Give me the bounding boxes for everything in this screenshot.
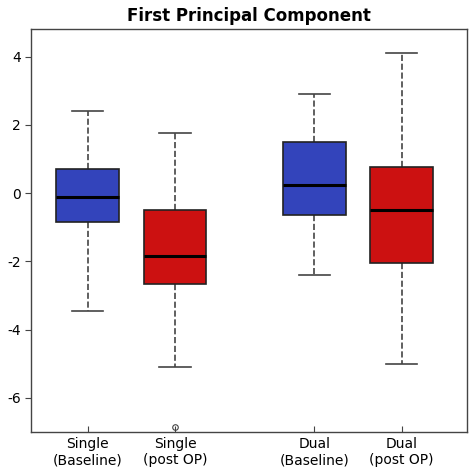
Bar: [56, 169, 119, 222]
Title: First Principal Component: First Principal Component: [127, 7, 371, 25]
Bar: [370, 167, 433, 263]
Bar: [283, 142, 346, 215]
Bar: [144, 210, 206, 283]
